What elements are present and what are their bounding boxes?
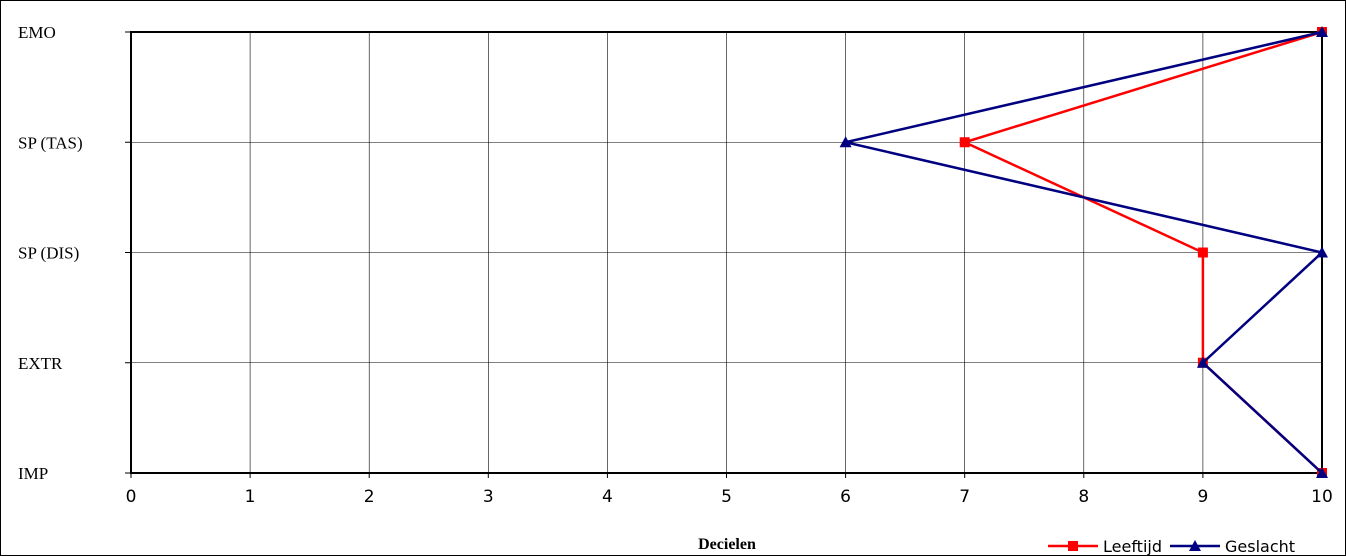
x-tick-label: 0	[126, 487, 137, 507]
data-point	[839, 136, 852, 148]
category-label: IMP	[18, 464, 48, 483]
x-tick-label: 4	[602, 487, 613, 507]
category-label: EXTR	[18, 354, 63, 373]
legend-item-geslacht: Geslacht	[1170, 537, 1295, 556]
x-tick-label: 10	[1311, 487, 1333, 507]
x-tick-labels: 0 1 2 3 4 5 6 7 8 9 10	[126, 487, 1333, 507]
category-labels: EMO SP (TAS) SP (DIS) EXTR IMP	[18, 23, 83, 483]
category-label: SP (DIS)	[18, 244, 79, 263]
x-tick-label: 3	[483, 487, 494, 507]
x-axis-title: Decielen	[698, 536, 756, 553]
data-point	[1316, 26, 1328, 37]
data-point	[1197, 247, 1208, 258]
x-tick-label: 2	[364, 487, 375, 507]
x-tick-label: 5	[721, 487, 732, 507]
legend-item-leeftijd: Leeftijd	[1048, 537, 1162, 556]
x-tick-label: 7	[959, 487, 970, 507]
x-tick-label: 9	[1197, 487, 1208, 507]
data-point	[1316, 246, 1328, 258]
series-geslacht	[839, 26, 1328, 478]
series-group	[839, 26, 1328, 478]
x-tick-label: 8	[1078, 487, 1089, 507]
data-point	[959, 137, 970, 148]
legend-marker	[1068, 541, 1078, 551]
x-tick-label: 1	[245, 487, 256, 507]
legend-label: Leeftijd	[1103, 537, 1162, 556]
axes	[125, 31, 1323, 478]
category-label: EMO	[18, 23, 56, 42]
legend-label: Geslacht	[1225, 537, 1295, 556]
grid-lines	[130, 31, 1323, 474]
data-point	[1196, 356, 1209, 368]
x-tick-label: 6	[840, 487, 851, 507]
data-point	[1316, 467, 1328, 478]
legend: Leeftijd Geslacht	[1048, 537, 1295, 556]
legend-marker	[1189, 540, 1201, 551]
category-label: SP (TAS)	[18, 133, 83, 152]
